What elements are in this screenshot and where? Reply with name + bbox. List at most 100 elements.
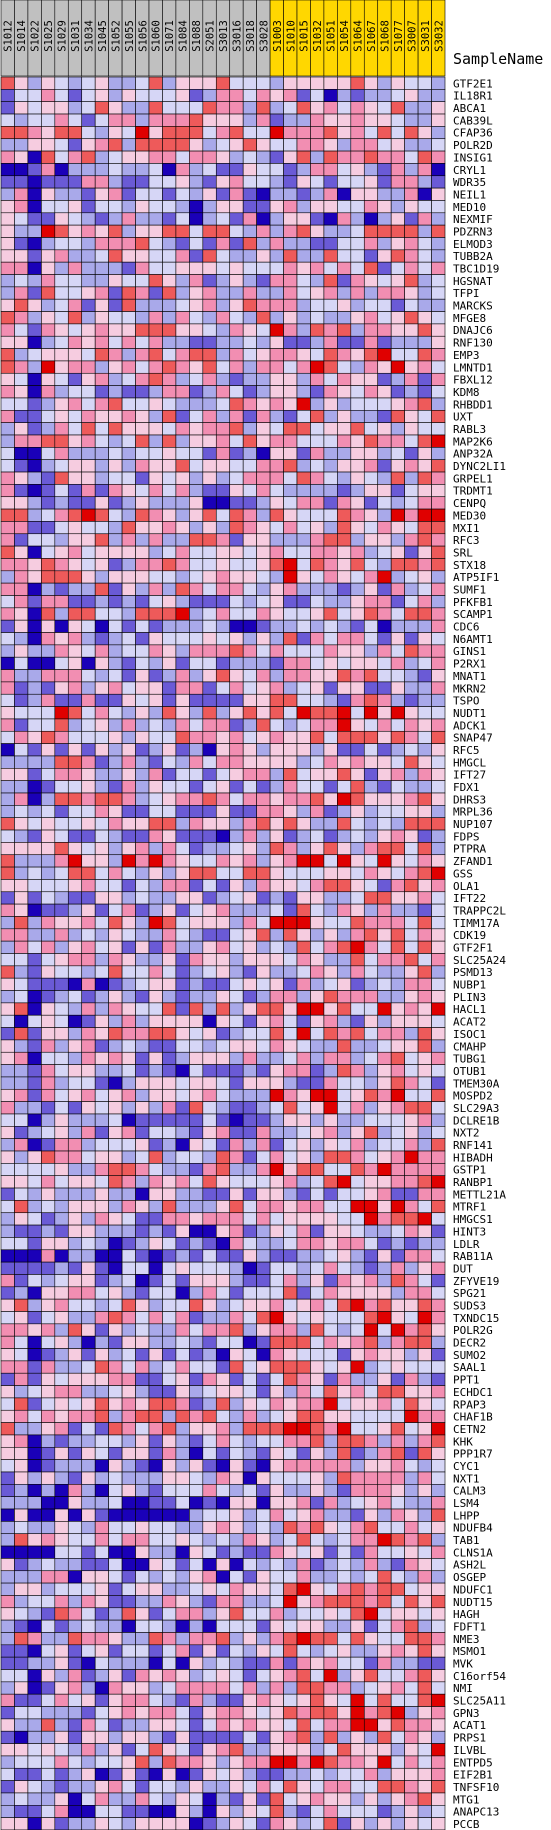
heatmap-cell [135,261,150,275]
heatmap-cell [323,274,338,288]
heatmap-cell [417,385,432,399]
heatmap-cell [81,1805,96,1818]
heatmap-cell [148,1002,163,1016]
heatmap-cell [189,792,204,806]
heatmap-cell [215,1570,231,1584]
heatmap-cell [417,730,432,744]
heatmap-cell [404,200,419,214]
heatmap-cell [14,743,29,757]
heatmap-cell [135,348,150,362]
heatmap-cell [256,1644,271,1658]
heatmap-cell [27,101,42,115]
gene-label: RABL3 [453,423,486,436]
heatmap-cell [135,1360,150,1374]
gene-label: GSTP1 [453,1164,486,1177]
heatmap-cell [377,1051,392,1065]
heatmap-cell [363,1372,379,1386]
heatmap-cell [67,360,83,374]
heatmap-cell [417,805,432,818]
heatmap-cell [242,1397,257,1411]
heatmap-cell [283,1224,298,1238]
heatmap-cell [350,1619,365,1633]
heatmap-cell [27,632,42,646]
heatmap-cell [81,1669,96,1683]
heatmap-cell [377,1138,392,1152]
heatmap-cell [0,410,15,423]
heatmap-cell [54,1459,69,1473]
heatmap-cell [310,1051,325,1065]
heatmap-cell [296,1422,311,1436]
gene-label: MED30 [453,509,486,522]
heatmap-cell [81,1582,96,1596]
heatmap-cell [417,496,432,510]
heatmap-cell [189,1644,204,1658]
heatmap-cell [162,953,177,967]
heatmap-cell [417,1286,432,1300]
heatmap-cell [404,187,419,201]
heatmap-cell [269,1261,284,1275]
heatmap-cell [67,607,83,621]
heatmap-cell [175,1261,190,1275]
heatmap-cell [202,619,217,633]
heatmap-cell [162,1039,177,1053]
gene-label: PPP1R7 [453,1448,493,1461]
heatmap-cell [363,1558,379,1572]
heatmap-cell [0,249,15,263]
heatmap-cell [135,1372,150,1386]
heatmap-cell [310,1632,325,1646]
heatmap-cell [269,1607,284,1621]
heatmap-cell [215,126,231,140]
heatmap-cell [67,1002,83,1016]
heatmap-cell [417,323,432,337]
heatmap-cell [121,150,136,164]
gene-label: HIBADH [453,1151,493,1164]
heatmap-cell [41,1681,56,1695]
heatmap-cell [27,1348,42,1362]
heatmap-cell [283,163,298,177]
heatmap-cell [323,348,338,362]
heatmap-cell [202,1471,217,1485]
heatmap-cell [202,1101,217,1115]
heatmap-cell [0,842,15,856]
heatmap-cell [108,261,123,275]
heatmap-cell [350,1385,365,1399]
heatmap-cell [337,1323,352,1337]
heatmap-cell [162,1372,177,1386]
heatmap-cell [108,891,123,905]
heatmap-cell [189,360,204,374]
heatmap-cell [296,397,311,411]
heatmap-cell [377,1261,392,1275]
heatmap-cell [404,1693,419,1707]
heatmap-cell [202,237,217,251]
gene-label: TBC1D19 [453,263,499,276]
heatmap-cell [377,1076,392,1090]
heatmap-cell [269,558,284,572]
heatmap-cell [81,89,96,102]
heatmap-cell [404,163,419,177]
heatmap-cell [323,545,338,559]
heatmap-cell [337,113,352,127]
heatmap-cell [0,1644,15,1658]
heatmap-cell [215,1718,231,1732]
heatmap-cell [431,768,446,781]
heatmap-cell [202,1743,217,1757]
heatmap-cell [108,607,123,621]
heatmap-cell [14,1508,29,1522]
heatmap-cell [41,595,56,609]
heatmap-cell [242,669,257,683]
heatmap-cell [94,1521,109,1535]
heatmap-cell [81,1027,96,1041]
heatmap-cell [108,1471,123,1485]
heatmap-cell [135,410,150,423]
heatmap-cell [94,447,109,460]
heatmap-cell [323,372,338,386]
heatmap-cell [175,1545,190,1559]
heatmap-cell [229,1681,244,1695]
heatmap-cell [229,1348,244,1362]
heatmap-cell [148,743,163,757]
heatmap-cell [41,1521,56,1535]
heatmap-cell [54,1249,69,1263]
heatmap-cell [108,977,123,991]
heatmap-cell [404,940,419,954]
heatmap-cell [350,829,365,843]
